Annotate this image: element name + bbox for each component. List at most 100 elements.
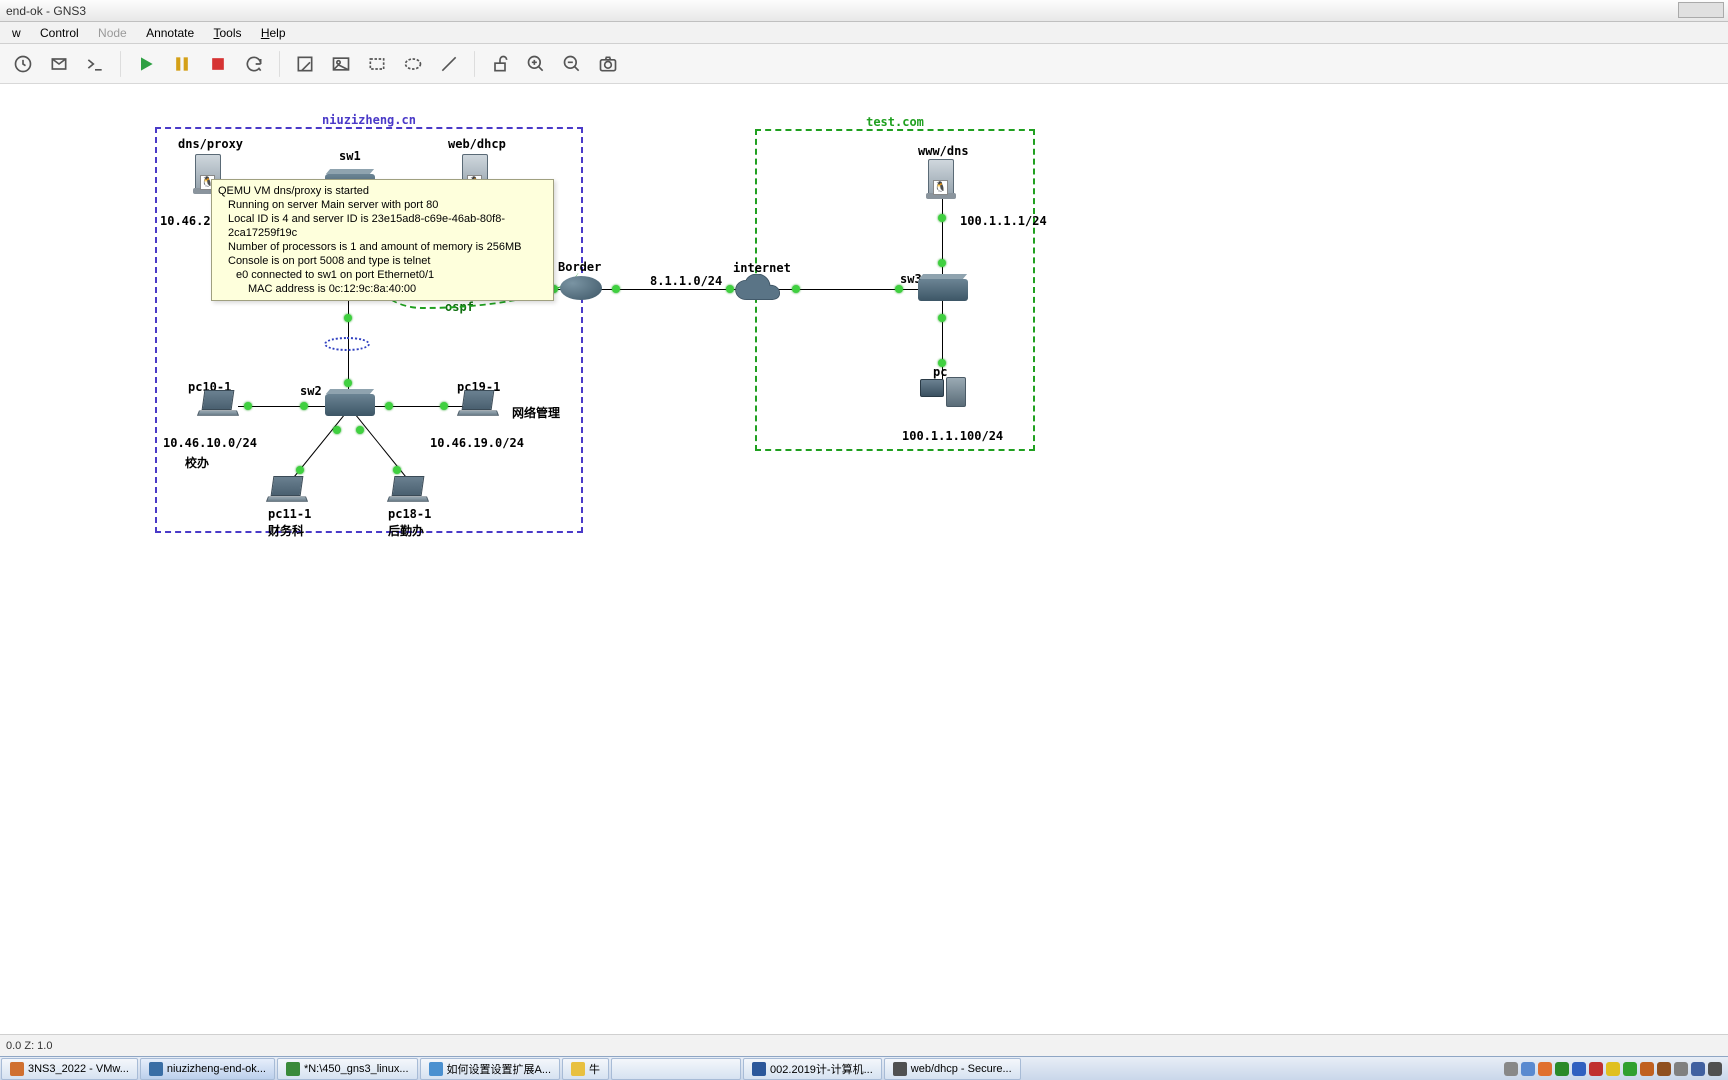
taskbar-item[interactable]: *N:\450_gns3_linux... — [277, 1058, 418, 1080]
link-status-dot — [244, 402, 252, 410]
label-sw1: sw1 — [339, 149, 361, 163]
tool-note-icon[interactable] — [290, 49, 320, 79]
tool-ellipse-icon[interactable] — [398, 49, 428, 79]
link-status-dot — [895, 285, 903, 293]
menu-node: Node — [90, 26, 135, 40]
tooltip-line: e0 connected to sw1 on port Ethernet0/1 — [218, 268, 547, 282]
node-pc18[interactable] — [388, 476, 428, 504]
label-dns-proxy-ip: 10.46.25 — [160, 214, 218, 228]
tool-snapshot-icon[interactable] — [8, 49, 38, 79]
node-pc11[interactable] — [267, 476, 307, 504]
label-www-dns-ip: 100.1.1.1/24 — [960, 214, 1047, 228]
menu-view[interactable]: w — [4, 26, 29, 40]
node-border-router[interactable] — [560, 276, 602, 300]
link-status-dot — [300, 402, 308, 410]
taskbar-item[interactable]: niuzizheng-end-ok... — [140, 1058, 275, 1080]
tray-icon[interactable] — [1708, 1062, 1722, 1076]
status-zoom: 0.0 Z: 1.0 — [6, 1040, 52, 1052]
node-internet[interactable] — [730, 274, 786, 306]
label-www-dns: www/dns — [918, 144, 969, 158]
link-status-dot — [344, 379, 352, 387]
label-pc18: pc18-1 — [388, 507, 431, 521]
taskbar-label: 002.2019计-计算机... — [770, 1061, 873, 1077]
label-internet: internet — [733, 261, 791, 275]
tray-icon[interactable] — [1538, 1062, 1552, 1076]
link-status-dot — [333, 426, 341, 434]
tray-icon[interactable] — [1674, 1062, 1688, 1076]
system-tray[interactable] — [1504, 1057, 1728, 1080]
menu-annotate[interactable]: Annotate — [138, 26, 202, 40]
link — [942, 299, 943, 379]
tool-reload-icon[interactable] — [239, 49, 269, 79]
word-icon — [752, 1062, 766, 1076]
label-pc19-ip: 10.46.19.0/24 — [430, 436, 524, 450]
node-www-dns[interactable]: 🐧 — [928, 159, 956, 199]
node-sw3[interactable] — [918, 279, 968, 301]
link-status-dot — [356, 426, 364, 434]
label-pc18-cn: 后勤办 — [388, 522, 424, 539]
status-bar: 0.0 Z: 1.0 — [0, 1034, 1728, 1056]
label-pc19-cn: 网络管理 — [512, 404, 560, 421]
tooltip-line: QEMU VM dns/proxy is started — [218, 184, 547, 198]
menu-bar: w Control Node Annotate Tools Help — [0, 22, 1728, 44]
window-button-close[interactable] — [1678, 2, 1724, 18]
tool-zoomin-icon[interactable] — [521, 49, 551, 79]
node-pc19[interactable] — [458, 390, 498, 418]
taskbar-item[interactable]: 如何设置设置扩展A... — [420, 1058, 561, 1080]
tray-icon[interactable] — [1623, 1062, 1637, 1076]
tool-console-icon[interactable] — [80, 49, 110, 79]
label-pc-ip: 100.1.1.100/24 — [902, 429, 1003, 443]
link — [942, 199, 943, 279]
tool-rect-icon[interactable] — [362, 49, 392, 79]
link-status-dot — [440, 402, 448, 410]
topology-canvas[interactable]: niuzizheng.cn test.com o — [0, 84, 1728, 1034]
toolbar — [0, 44, 1728, 84]
tray-icon[interactable] — [1521, 1062, 1535, 1076]
securecrt-icon — [893, 1062, 907, 1076]
toolbar-separator — [474, 51, 475, 77]
tray-icon[interactable] — [1589, 1062, 1603, 1076]
tooltip-line: Console is on port 5008 and type is teln… — [218, 254, 547, 268]
tool-start-icon[interactable] — [131, 49, 161, 79]
tray-icon[interactable] — [1555, 1062, 1569, 1076]
taskbar-label: web/dhcp - Secure... — [911, 1063, 1012, 1075]
tooltip-vm-info: QEMU VM dns/proxy is started Running on … — [211, 179, 554, 301]
tool-showhide-icon[interactable] — [44, 49, 74, 79]
link-status-dot — [393, 466, 401, 474]
taskbar-item[interactable]: 3NS3_2022 - VMw... — [1, 1058, 138, 1080]
menu-tools[interactable]: Tools — [205, 26, 249, 40]
tray-icon[interactable] — [1572, 1062, 1586, 1076]
tool-image-icon[interactable] — [326, 49, 356, 79]
tool-stop-icon[interactable] — [203, 49, 233, 79]
tool-screenshot-icon[interactable] — [593, 49, 623, 79]
tray-icon[interactable] — [1606, 1062, 1620, 1076]
node-sw2[interactable] — [325, 394, 375, 416]
tool-pause-icon[interactable] — [167, 49, 197, 79]
node-pc10[interactable] — [198, 390, 238, 418]
link-status-dot — [344, 314, 352, 322]
taskbar: 3NS3_2022 - VMw... niuzizheng-end-ok... … — [0, 1056, 1728, 1080]
tray-icon[interactable] — [1657, 1062, 1671, 1076]
tooltip-line: Running on server Main server with port … — [218, 198, 547, 212]
taskbar-label: 牛 — [589, 1061, 600, 1077]
link-status-dot — [938, 259, 946, 267]
link-status-dot — [296, 466, 304, 474]
tool-line-icon[interactable] — [434, 49, 464, 79]
taskbar-item[interactable]: 002.2019计-计算机... — [743, 1058, 882, 1080]
folder-icon — [571, 1062, 585, 1076]
tool-lock-icon[interactable] — [485, 49, 515, 79]
gns3-icon — [149, 1062, 163, 1076]
taskbar-item[interactable]: 牛 — [562, 1058, 609, 1080]
label-pc11-cn: 财务科 — [268, 522, 304, 539]
menu-help[interactable]: Help — [253, 26, 294, 40]
node-loop[interactable] — [324, 337, 370, 351]
menu-control[interactable]: Control — [32, 26, 87, 40]
taskbar-item[interactable]: web/dhcp - Secure... — [884, 1058, 1021, 1080]
tray-icon[interactable] — [1504, 1062, 1518, 1076]
label-web-dhcp: web/dhcp — [448, 137, 506, 151]
link-status-dot — [385, 402, 393, 410]
tool-zoomout-icon[interactable] — [557, 49, 587, 79]
tooltip-line: MAC address is 0c:12:9c:8a:40:00 — [218, 282, 547, 296]
tray-icon[interactable] — [1691, 1062, 1705, 1076]
tray-icon[interactable] — [1640, 1062, 1654, 1076]
